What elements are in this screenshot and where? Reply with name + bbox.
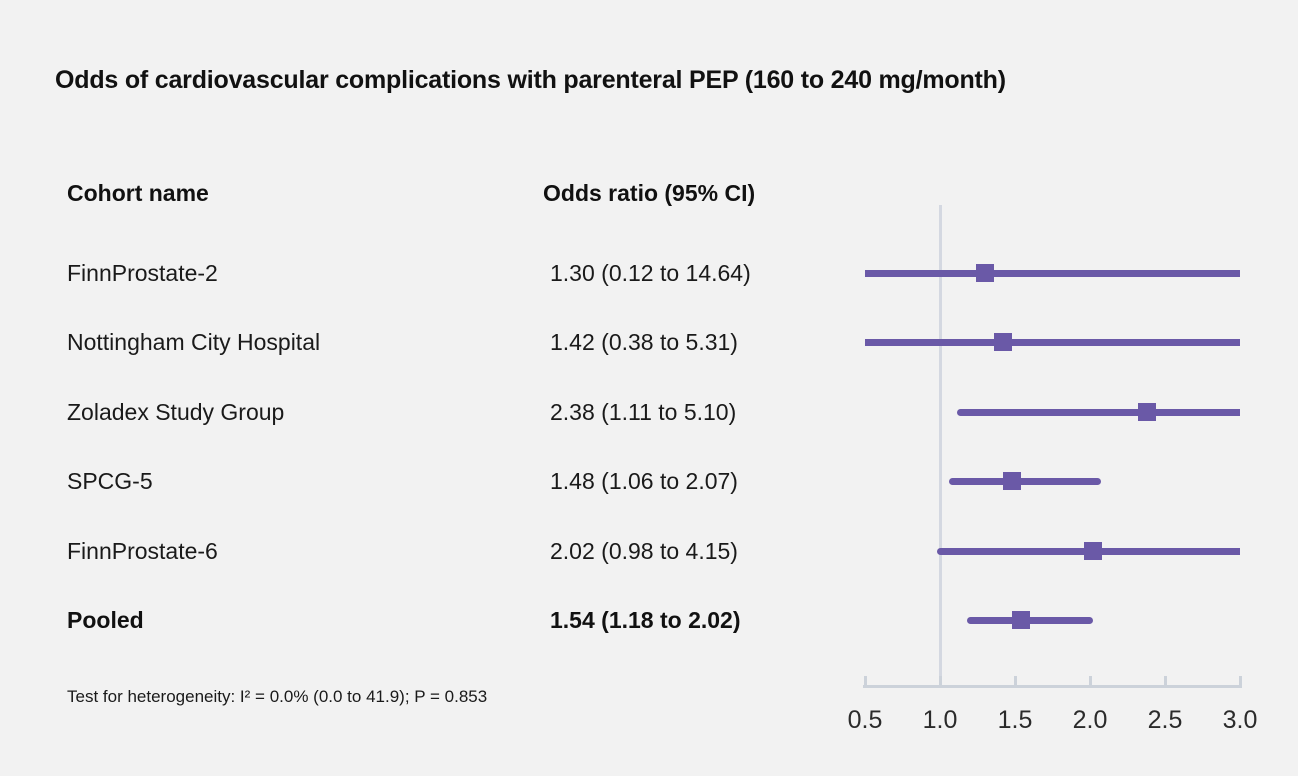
odds-ratio-value: 1.30 (0.12 to 14.64)	[550, 260, 751, 286]
confidence-interval-line	[956, 408, 1240, 416]
x-axis-tick-label: 0.5	[847, 706, 883, 734]
x-axis-tick-label: 1.0	[922, 706, 958, 734]
odds-ratio-value: 1.42 (0.38 to 5.31)	[550, 329, 738, 355]
figure-title: Odds of cardiovascular complications wit…	[55, 66, 1006, 94]
odds-ratio-value: 2.38 (1.11 to 5.10)	[550, 399, 737, 425]
x-axis-tick	[863, 676, 867, 685]
column-header-odds-ratio: Odds ratio (95% CI)	[543, 180, 756, 206]
x-axis-tick-label: 3.0	[1222, 706, 1258, 734]
cohort-name: Zoladex Study Group	[67, 399, 285, 425]
x-axis-tick	[1013, 676, 1017, 685]
confidence-interval-line	[865, 338, 1240, 346]
x-axis-tick-label: 1.5	[997, 706, 1033, 734]
reference-line-or-1	[938, 205, 942, 685]
x-axis-tick-label: 2.5	[1147, 706, 1183, 734]
x-axis-tick	[1088, 676, 1092, 685]
x-axis-tick-label: 2.0	[1072, 706, 1108, 734]
confidence-interval-line	[949, 477, 1101, 485]
point-estimate-square	[1003, 472, 1021, 490]
cohort-name: SPCG-5	[67, 468, 153, 494]
column-header-cohort: Cohort name	[67, 180, 209, 206]
confidence-interval-line	[967, 616, 1093, 624]
cohort-name: FinnProstate-6	[67, 538, 218, 564]
odds-ratio-value: 1.48 (1.06 to 2.07)	[550, 468, 738, 494]
cohort-name: Pooled	[67, 607, 144, 633]
odds-ratio-value: 2.02 (0.98 to 4.15)	[550, 538, 738, 564]
heterogeneity-footnote: Test for heterogeneity: I² = 0.0% (0.0 t…	[67, 687, 488, 706]
x-axis-line	[863, 685, 1242, 688]
point-estimate-square	[1084, 542, 1102, 560]
x-axis-tick	[1163, 676, 1167, 685]
point-estimate-square	[994, 333, 1012, 351]
cohort-name: Nottingham City Hospital	[67, 329, 321, 355]
odds-ratio-value: 1.54 (1.18 to 2.02)	[550, 607, 741, 633]
point-estimate-square	[976, 264, 994, 282]
cohort-name: FinnProstate-2	[67, 260, 218, 286]
point-estimate-square	[1012, 611, 1030, 629]
x-axis-tick	[1238, 676, 1242, 685]
point-estimate-square	[1138, 403, 1156, 421]
x-axis-tick	[938, 676, 942, 685]
confidence-interval-line	[865, 269, 1240, 277]
